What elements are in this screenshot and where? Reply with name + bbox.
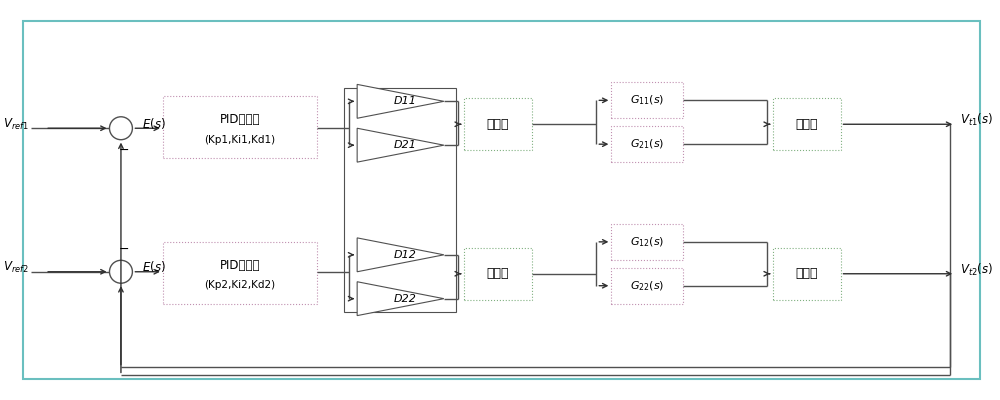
Text: 求和器: 求和器 [486, 267, 509, 280]
Bar [611, 224, 683, 260]
Text: 求和器: 求和器 [795, 118, 818, 131]
Text: (Kp2,Ki2,Kd2): (Kp2,Ki2,Kd2) [204, 280, 276, 290]
Text: −: − [119, 144, 129, 157]
Text: $V_{t1}(s)$: $V_{t1}(s)$ [960, 112, 993, 128]
Text: D11: D11 [394, 96, 417, 106]
Circle shape [109, 260, 132, 283]
Text: $G_{12}(s)$: $G_{12}(s)$ [630, 235, 664, 249]
Text: $V_{ref2}$: $V_{ref2}$ [3, 260, 29, 275]
Text: $E(s)$: $E(s)$ [142, 259, 166, 274]
Polygon shape [357, 128, 444, 162]
Text: $V_{t2}(s)$: $V_{t2}(s)$ [960, 262, 993, 278]
Bar [611, 82, 683, 118]
Text: $G_{11}(s)$: $G_{11}(s)$ [630, 94, 664, 107]
Text: $G_{22}(s)$: $G_{22}(s)$ [630, 279, 664, 292]
Bar [773, 98, 841, 150]
Text: −: − [119, 243, 129, 256]
Text: 求和器: 求和器 [795, 267, 818, 280]
Bar [611, 268, 683, 304]
Text: $E(s)$: $E(s)$ [142, 116, 166, 131]
Text: PID控制器: PID控制器 [220, 113, 260, 126]
Text: D12: D12 [394, 250, 417, 260]
Text: D22: D22 [394, 294, 417, 304]
Text: 求和器: 求和器 [486, 118, 509, 131]
Bar [163, 96, 317, 158]
Polygon shape [357, 238, 444, 272]
Text: D21: D21 [394, 140, 417, 150]
Circle shape [109, 117, 132, 140]
Bar [464, 98, 532, 150]
Bar [611, 126, 683, 162]
Bar [344, 88, 456, 312]
Bar [163, 242, 317, 304]
Text: PID控制器: PID控制器 [220, 259, 260, 272]
Polygon shape [357, 84, 444, 118]
Bar [773, 248, 841, 300]
Text: $V_{ref1}$: $V_{ref1}$ [3, 117, 29, 132]
Polygon shape [357, 282, 444, 316]
Text: (Kp1,Ki1,Kd1): (Kp1,Ki1,Kd1) [204, 135, 276, 145]
Text: $G_{21}(s)$: $G_{21}(s)$ [630, 137, 664, 151]
Bar [464, 248, 532, 300]
